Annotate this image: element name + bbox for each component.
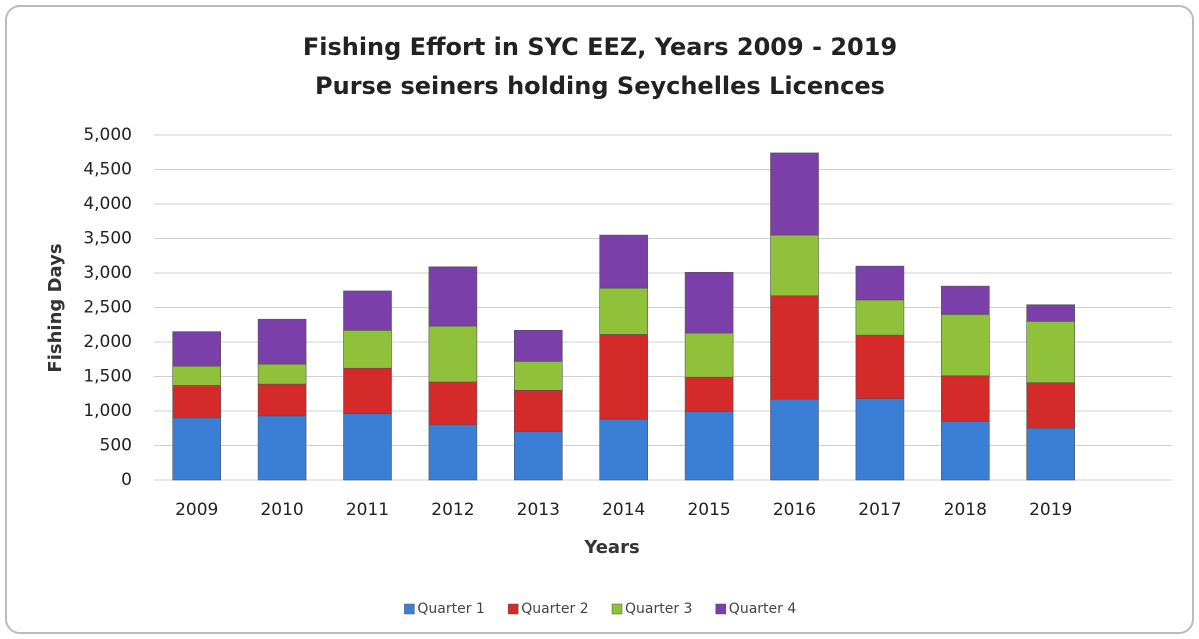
bar-segment bbox=[428, 381, 478, 426]
bar-segment bbox=[940, 421, 990, 481]
y-tick-label: 3,500 bbox=[83, 229, 132, 249]
legend-label: Quarter 2 bbox=[521, 601, 588, 617]
legend-label: Quarter 1 bbox=[417, 601, 484, 617]
x-tick-label: 2019 bbox=[1029, 500, 1072, 520]
x-axis-title: Years bbox=[583, 537, 639, 558]
bar-segment bbox=[172, 331, 221, 367]
bar-segment bbox=[343, 290, 392, 331]
legend-swatch bbox=[611, 603, 623, 615]
bar-segment bbox=[599, 418, 649, 481]
chart-subtitle: Purse seiners holding Seychelles Licence… bbox=[315, 72, 885, 100]
bar-segment bbox=[1026, 304, 1075, 322]
bar-segment bbox=[770, 398, 819, 481]
y-tick-label: 0 bbox=[121, 470, 132, 490]
bar-segment bbox=[428, 424, 478, 481]
x-tick-label: 2014 bbox=[602, 500, 645, 520]
bar-segment bbox=[855, 299, 905, 336]
y-tick-label: 4,500 bbox=[83, 160, 132, 180]
y-tick-label: 4,000 bbox=[83, 194, 132, 214]
bar-segment bbox=[513, 389, 563, 432]
bar-segment bbox=[684, 332, 734, 378]
bar-segment bbox=[513, 361, 563, 391]
bar-segment bbox=[513, 431, 563, 481]
bar-segment bbox=[599, 287, 649, 335]
bar-segment bbox=[257, 383, 307, 417]
bar-segment bbox=[770, 152, 819, 236]
y-tick-label: 500 bbox=[100, 436, 132, 456]
bar-segment bbox=[770, 234, 819, 297]
bar-segment bbox=[770, 295, 819, 400]
y-tick-label: 5,000 bbox=[83, 125, 132, 145]
y-tick-label: 1,000 bbox=[83, 401, 132, 421]
y-tick-label: 2,000 bbox=[83, 332, 132, 352]
legend-swatch bbox=[404, 603, 415, 615]
bar-segment bbox=[599, 234, 649, 289]
bar-segment bbox=[343, 329, 392, 369]
bar-segment bbox=[513, 329, 563, 362]
bar-segment bbox=[940, 375, 990, 422]
bar-segment bbox=[855, 265, 905, 301]
bar-segment bbox=[343, 367, 392, 415]
bar-segment bbox=[855, 398, 905, 481]
bar-segment bbox=[1026, 427, 1075, 481]
bar-segment bbox=[343, 413, 392, 481]
x-tick-label: 2016 bbox=[773, 500, 816, 520]
bar-segment bbox=[257, 318, 307, 365]
bar-segment bbox=[855, 334, 905, 399]
bar-segment bbox=[172, 385, 221, 419]
bar-segment bbox=[428, 266, 478, 327]
legend-swatch bbox=[715, 603, 727, 615]
bar-segment bbox=[257, 415, 307, 481]
y-tick-label: 3,000 bbox=[83, 263, 132, 283]
legend-label: Quarter 4 bbox=[729, 601, 797, 617]
x-tick-label: 2012 bbox=[431, 500, 474, 520]
bar-segment bbox=[684, 411, 734, 481]
bar-segment bbox=[684, 272, 734, 334]
bar-segment bbox=[1026, 382, 1075, 429]
x-tick-label: 2009 bbox=[175, 500, 218, 520]
bar-segment bbox=[599, 334, 649, 420]
x-tick-label: 2013 bbox=[517, 500, 560, 520]
x-tick-label: 2010 bbox=[260, 500, 303, 520]
bar-segment bbox=[428, 325, 478, 383]
bar-segment bbox=[684, 376, 734, 412]
y-tick-label: 1,500 bbox=[83, 367, 132, 387]
legend-swatch bbox=[507, 603, 519, 615]
legend-label: Quarter 3 bbox=[625, 601, 692, 617]
bar-segment bbox=[940, 314, 990, 377]
x-tick-label: 2018 bbox=[944, 500, 987, 520]
bar-segment bbox=[940, 285, 990, 315]
bar-segment bbox=[172, 417, 221, 481]
x-tick-label: 2017 bbox=[858, 500, 901, 520]
y-tick-label: 2,500 bbox=[83, 298, 132, 318]
x-tick-label: 2011 bbox=[346, 500, 389, 520]
bar-segment bbox=[257, 363, 307, 385]
bar-segment bbox=[1026, 320, 1075, 384]
bar-segment bbox=[172, 365, 221, 386]
chart-title: Fishing Effort in SYC EEZ, Years 2009 - … bbox=[303, 33, 897, 61]
x-tick-label: 2015 bbox=[687, 500, 730, 520]
y-axis-title: Fishing Days bbox=[45, 243, 66, 372]
